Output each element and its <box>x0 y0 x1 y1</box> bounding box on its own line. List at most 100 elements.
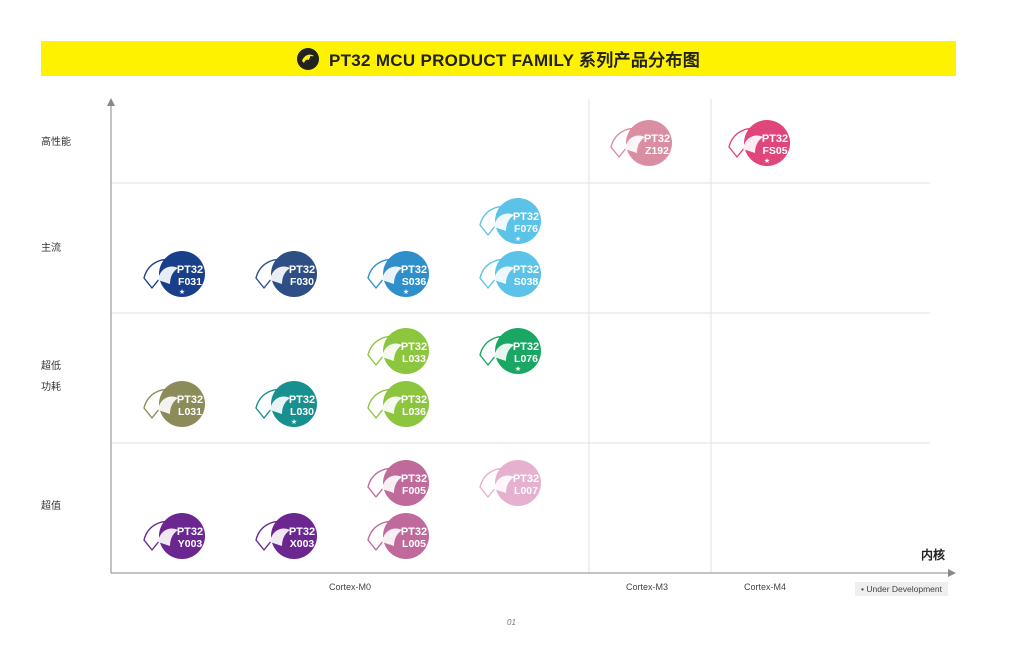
chip-family-label: PT32 <box>401 526 427 538</box>
chip-family-label: PT32 <box>644 133 670 145</box>
under-development-marker: ★ <box>403 288 409 296</box>
row-label-high-performance: 高性能 <box>41 137 71 148</box>
chip-model-label: L005 <box>402 538 426 550</box>
chip-model-label: L076 <box>514 353 538 365</box>
chip-family-label: PT32 <box>289 264 315 276</box>
chip-circle <box>159 381 205 427</box>
chip-circle <box>271 381 317 427</box>
dolphin-head-icon <box>382 528 402 546</box>
chip-model-label: S036 <box>402 276 427 288</box>
page-number: 01 <box>507 618 516 627</box>
chip-circle <box>383 460 429 506</box>
chip-family-label: PT32 <box>401 394 427 406</box>
chip-circle <box>495 198 541 244</box>
dolphin-head-icon <box>494 213 514 231</box>
chip-model-label: L030 <box>290 406 314 418</box>
chip-circle <box>495 251 541 297</box>
dolphin-head-icon <box>270 396 290 414</box>
dolphin-head-icon <box>494 266 514 284</box>
dolphin-head-icon <box>494 475 514 493</box>
chip-circle <box>495 460 541 506</box>
dolphin-head-icon <box>743 135 763 153</box>
dolphin-head-icon <box>382 396 402 414</box>
chip-circle <box>159 513 205 559</box>
chip-model-label: F076 <box>514 223 538 235</box>
chip-circle <box>271 513 317 559</box>
chip-family-label: PT32 <box>513 473 539 485</box>
chip-circle <box>495 328 541 374</box>
chip-family-label: PT32 <box>289 526 315 538</box>
chip-family-label: PT32 <box>513 211 539 223</box>
dolphin-head-icon <box>158 528 178 546</box>
chip-family-label: PT32 <box>401 473 427 485</box>
chip-circle <box>383 251 429 297</box>
chip-model-label: S038 <box>514 276 539 288</box>
chip-model-label: L036 <box>402 406 426 418</box>
dolphin-head-icon <box>382 475 402 493</box>
chip-circle <box>744 120 790 166</box>
chip-model-label: F030 <box>290 276 314 288</box>
chip-model-label: X003 <box>290 538 315 550</box>
dolphin-head-icon <box>382 266 402 284</box>
dolphin-head-icon <box>270 528 290 546</box>
chip-circle <box>271 251 317 297</box>
column-label-cortex-m3: Cortex-M3 <box>625 582 669 592</box>
chip-model-label: Y003 <box>178 538 203 550</box>
under-development-marker: ★ <box>515 235 521 243</box>
chip-family-label: PT32 <box>289 394 315 406</box>
row-label-value: 超值 <box>41 501 61 512</box>
row-label-mainstream: 主流 <box>41 243 61 254</box>
dolphin-logo-icon <box>296 47 319 70</box>
column-label-cortex-m0: Cortex-M0 <box>328 582 372 592</box>
chip-model-label: F031 <box>178 276 202 288</box>
chip-circle <box>383 513 429 559</box>
under-development-marker: ★ <box>179 288 185 296</box>
dolphin-head-icon <box>158 396 178 414</box>
chip-model-label: L007 <box>514 485 538 497</box>
row-label-ultra-low-power-line1: 超低 <box>41 361 61 372</box>
chip-family-label: PT32 <box>177 394 203 406</box>
chip-model-label: FS05 <box>762 145 787 157</box>
chip-family-label: PT32 <box>401 341 427 353</box>
chip-circle <box>626 120 672 166</box>
page-title: PT32 MCU PRODUCT FAMILY 系列产品分布图 <box>328 51 701 70</box>
chip-family-label: PT32 <box>762 133 788 145</box>
chip-circle <box>383 381 429 427</box>
chip-model-label: L031 <box>178 406 202 418</box>
title-banner: PT32 MCU PRODUCT FAMILY 系列产品分布图 <box>41 41 956 76</box>
chip-circle <box>159 251 205 297</box>
legend-under-development: • Under Development <box>855 582 948 596</box>
column-label-cortex-m4: Cortex-M4 <box>743 582 787 592</box>
chip-circle <box>383 328 429 374</box>
dolphin-head-icon <box>270 266 290 284</box>
chip-model-label: F005 <box>402 485 426 497</box>
dolphin-head-icon <box>158 266 178 284</box>
chips-layer: PT32Z192PT32FS05★PT32F031★PT32F030PT32S0… <box>143 120 790 559</box>
chip-family-label: PT32 <box>177 526 203 538</box>
chip-family-label: PT32 <box>177 264 203 276</box>
under-development-marker: ★ <box>764 157 770 165</box>
under-development-marker: ★ <box>515 365 521 373</box>
dolphin-head-icon <box>625 135 645 153</box>
chip-family-label: PT32 <box>513 341 539 353</box>
chip-family-label: PT32 <box>513 264 539 276</box>
x-axis-title: 内核 <box>921 548 946 562</box>
row-label-ultra-low-power-line2: 功耗 <box>41 382 61 393</box>
dolphin-head-icon <box>494 343 514 361</box>
chip-family-label: PT32 <box>401 264 427 276</box>
